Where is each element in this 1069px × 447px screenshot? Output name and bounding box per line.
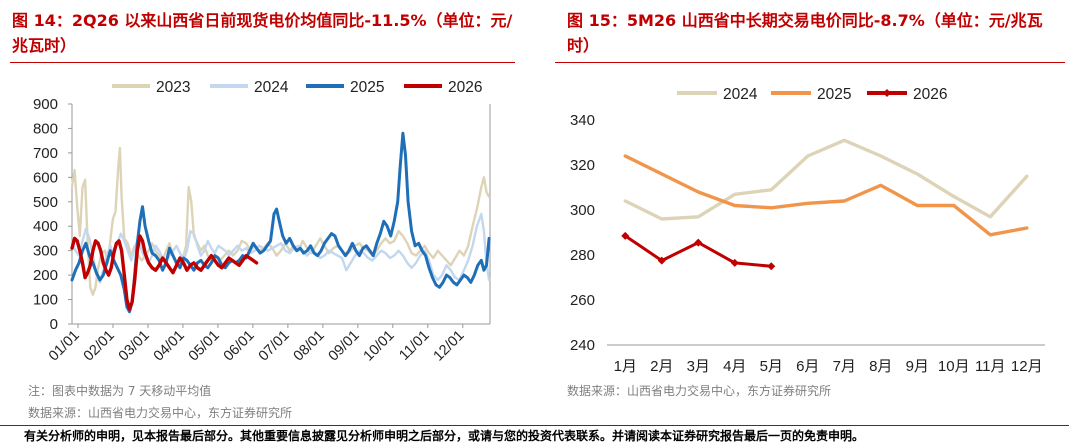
left-y-tick-label: 600 <box>33 169 58 186</box>
right-legend-label-2024: 2024 <box>723 86 758 103</box>
right-series-marker-2026 <box>694 238 703 247</box>
left-chart-panel: 图 14：2Q26 以来山西省日前现货电价均值同比-11.5%（单位：元/兆瓦时… <box>0 0 530 425</box>
left-legend-label-2025: 2025 <box>350 79 384 96</box>
right-chart-svg: 240 260 280 300 320 340 1月 2月 3月 4月 5月 6月 7月 8月 9月 10月 1… <box>570 86 1045 375</box>
right-x-tick-label: 5月 <box>760 358 783 375</box>
right-y-tick-label: 240 <box>570 337 595 354</box>
left-x-tick-label: 07/01 <box>256 328 293 365</box>
left-legend-label-2024: 2024 <box>254 79 289 96</box>
left-y-tick-label: 700 <box>33 145 58 162</box>
right-x-tick-label: 12月 <box>1011 358 1043 375</box>
right-x-tick-label: 2月 <box>650 358 673 375</box>
left-title-rule <box>10 62 515 63</box>
right-series-marker-2026 <box>730 258 739 267</box>
right-series-marker-2026 <box>767 262 776 271</box>
left-y-tick-label: 800 <box>33 120 58 137</box>
right-chart-panel: 图 15：5M26 山西省中长期交易电价同比-8.7%（单位：元/兆瓦时） 24… <box>545 0 1069 425</box>
left-y-tick-label: 200 <box>33 267 58 284</box>
right-x-tick-label: 8月 <box>869 358 892 375</box>
right-y-tick-label: 320 <box>570 157 595 174</box>
left-x-tick-label: 09/01 <box>326 328 363 365</box>
right-legend-label-2025: 2025 <box>817 86 851 103</box>
left-x-tick-label: 01/01 <box>46 328 83 365</box>
right-y-tick-label: 260 <box>570 292 595 309</box>
right-chart-source: 数据来源：山西省电力交易中心，东方证券研究所 <box>567 384 832 398</box>
left-legend-label-2026: 2026 <box>448 79 482 96</box>
left-x-tick-label: 03/01 <box>116 328 153 365</box>
right-x-tick-label: 1月 <box>614 358 637 375</box>
right-y-tick-label: 340 <box>570 112 595 129</box>
left-y-tick-label: 100 <box>33 292 58 309</box>
left-chart-svg: 0 100 200 300 400 500 600 700 800 900 01/0102/0103… <box>33 79 491 365</box>
right-series-line-2024 <box>623 138 1029 221</box>
left-x-tick-label: 08/01 <box>291 328 328 365</box>
right-x-tick-label: 6月 <box>796 358 819 375</box>
left-y-tick-label: 0 <box>50 316 58 333</box>
right-x-tick-label: 10月 <box>938 358 970 375</box>
right-y-tick-label: 300 <box>570 202 595 219</box>
left-legend-label-2023: 2023 <box>156 79 190 96</box>
right-x-tick-label: 11月 <box>975 358 1006 375</box>
right-legend-marker-2026 <box>883 89 891 97</box>
right-legend-label-2026: 2026 <box>913 86 947 103</box>
right-y-tick-label: 280 <box>570 247 595 264</box>
left-x-tick-label: 05/01 <box>186 328 223 365</box>
right-x-tick-label: 4月 <box>723 358 746 375</box>
right-x-tick-label: 9月 <box>906 358 929 375</box>
right-series-marker-2026 <box>657 256 666 265</box>
left-series-line-2023 <box>70 146 491 296</box>
left-y-tick-label: 300 <box>33 243 58 260</box>
left-chart-title: 图 14：2Q26 以来山西省日前现货电价均值同比-11.5%（单位：元/兆瓦时… <box>12 11 513 55</box>
disclaimer-bar: 有关分析师的申明，见本报告最后部分。其他重要信息披露见分析师申明之后部分，或请与… <box>0 425 1069 447</box>
right-x-tick-label: 3月 <box>687 358 710 375</box>
left-x-tick-label: 11/01 <box>396 328 432 364</box>
left-x-tick-label: 06/01 <box>221 328 258 365</box>
right-series-marker-2026 <box>621 231 630 240</box>
left-x-tick-label: 10/01 <box>361 328 398 365</box>
right-chart-title: 图 15：5M26 山西省中长期交易电价同比-8.7%（单位：元/兆瓦时） <box>567 11 1043 55</box>
right-series-line-2025 <box>623 154 1029 237</box>
left-y-tick-label: 400 <box>33 218 58 235</box>
right-title-rule <box>555 62 1065 63</box>
left-x-tick-label: 12/01 <box>431 328 468 365</box>
left-series-line-2025 <box>70 131 491 314</box>
left-chart-note: 注：图表中数据为 7 天移动平均值 <box>28 384 212 398</box>
left-y-tick-label: 500 <box>33 194 58 211</box>
left-chart-source: 数据来源：山西省电力交易中心，东方证券研究所 <box>28 406 293 420</box>
left-y-tick-label: 900 <box>33 96 58 113</box>
left-series-line-2026 <box>70 234 259 311</box>
left-x-tick-label: 02/01 <box>81 328 118 365</box>
left-x-tick-label: 04/01 <box>151 328 188 365</box>
right-x-tick-label: 7月 <box>833 358 856 375</box>
